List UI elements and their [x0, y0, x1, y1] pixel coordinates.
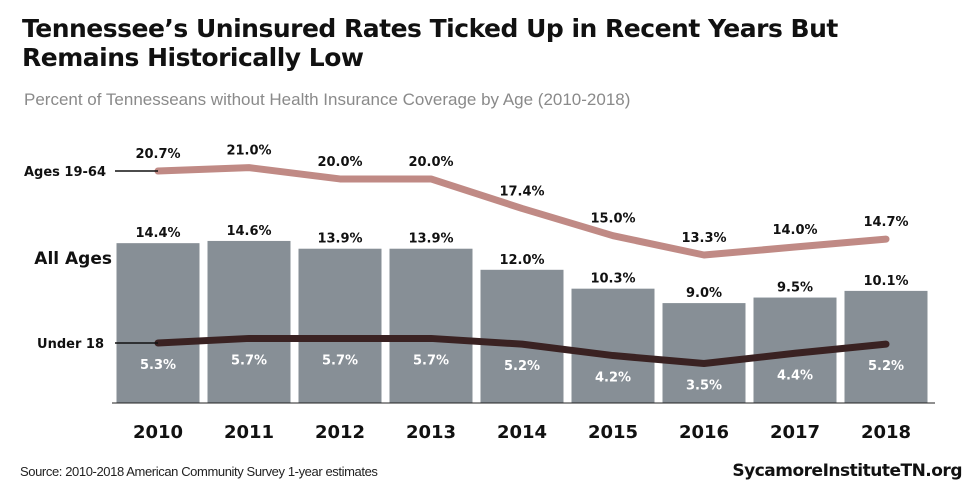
- bar-2010: [116, 243, 200, 403]
- line-label-19-64: 14.7%: [863, 215, 908, 230]
- line-label-under-18: 5.7%: [413, 353, 449, 368]
- bar-2012: [298, 248, 382, 403]
- x-tick-label: 2016: [679, 422, 729, 443]
- bar-label: 9.0%: [686, 286, 722, 301]
- bar-label: 10.1%: [863, 274, 908, 289]
- x-tick-label: 2017: [770, 422, 820, 443]
- bar-label: 9.5%: [777, 281, 813, 296]
- line-label-under-18: 5.7%: [231, 353, 267, 368]
- brand-logo-text: SycamoreInstituteTN.org: [732, 461, 962, 481]
- x-tick-label: 2014: [497, 422, 547, 443]
- line-label-under-18: 5.3%: [140, 358, 176, 373]
- bar-label: 10.3%: [590, 272, 635, 287]
- x-tick-label: 2011: [224, 422, 274, 443]
- bar-label: 13.9%: [317, 232, 362, 247]
- bar-label: 14.4%: [135, 226, 180, 241]
- line-label-under-18: 5.2%: [504, 359, 540, 374]
- bar-label: 14.6%: [226, 224, 271, 239]
- bar-2015: [571, 288, 655, 403]
- bar-label: 12.0%: [499, 253, 544, 268]
- legend-under-18: Under 18: [37, 337, 104, 352]
- line-label-19-64: 20.0%: [317, 155, 362, 170]
- legend-ages-19-64: Ages 19-64: [24, 165, 106, 180]
- chart-title: Tennessee’s Uninsured Rates Ticked Up in…: [22, 14, 838, 72]
- line-label-19-64: 20.0%: [408, 155, 453, 170]
- bar-2014: [480, 269, 564, 403]
- bar-2013: [389, 248, 473, 403]
- x-tick-label: 2015: [588, 422, 638, 443]
- line-ages-19-64: [154, 164, 890, 259]
- line-label-under-18: 4.2%: [595, 371, 631, 386]
- source-note: Source: 2010-2018 American Community Sur…: [20, 464, 378, 479]
- line-label-19-64: 13.3%: [681, 231, 726, 246]
- line-label-19-64: 20.7%: [135, 147, 180, 162]
- line-label-19-64: 17.4%: [499, 184, 544, 199]
- legend-all-ages: All Ages: [34, 249, 112, 269]
- line-label-19-64: 15.0%: [590, 212, 635, 227]
- bar-label: 13.9%: [408, 232, 453, 247]
- x-tick-label: 2013: [406, 422, 456, 443]
- line-label-under-18: 3.5%: [686, 379, 722, 394]
- x-tick-label: 2012: [315, 422, 365, 443]
- line-label-under-18: 5.2%: [868, 359, 904, 374]
- line-label-19-64: 14.0%: [772, 223, 817, 238]
- line-label-under-18: 5.7%: [322, 353, 358, 368]
- x-tick-label: 2018: [861, 422, 911, 443]
- x-tick-label: 2010: [133, 422, 183, 443]
- bar-2016: [662, 303, 746, 403]
- bar-2011: [207, 240, 291, 403]
- line-label-under-18: 4.4%: [777, 368, 813, 383]
- line-label-19-64: 21.0%: [226, 144, 271, 159]
- line-under-18: [154, 334, 890, 368]
- chart-subtitle: Percent of Tennesseans without Health In…: [24, 90, 631, 109]
